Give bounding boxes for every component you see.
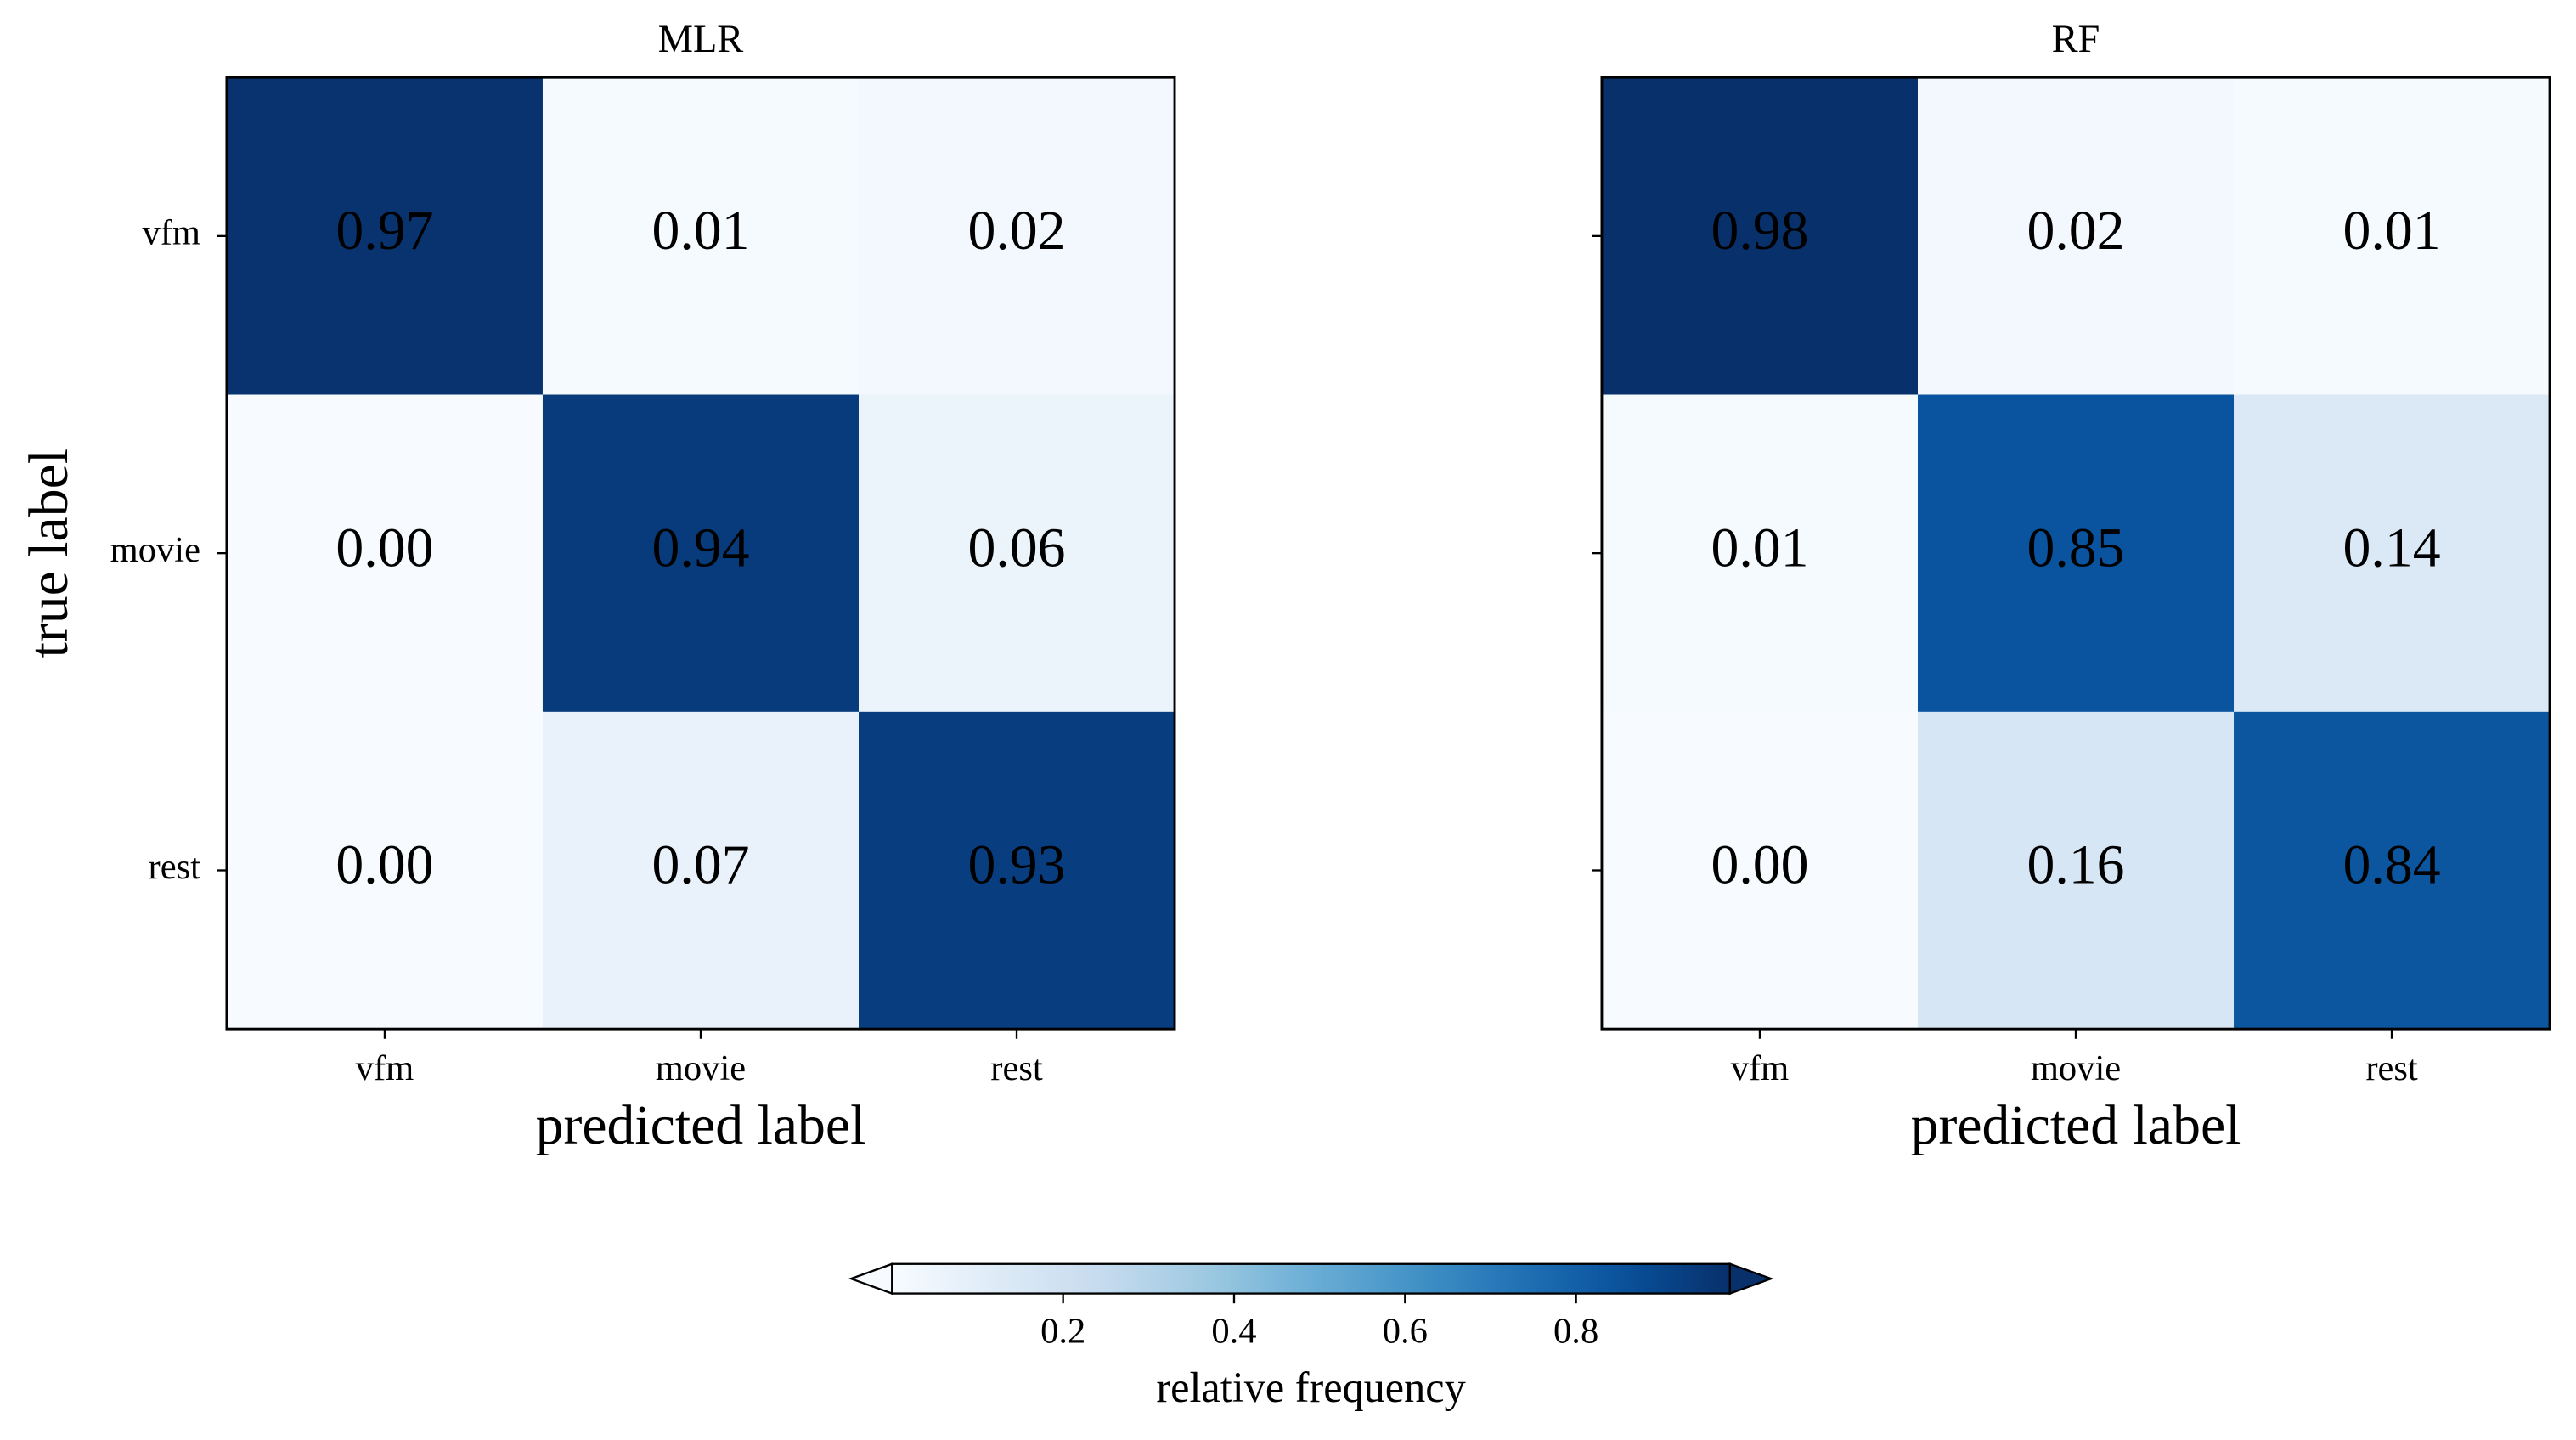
y-axis-label: true label [18, 449, 80, 658]
colorbar-label: relative frequency [1156, 1364, 1465, 1411]
heatmap-cell [859, 394, 1175, 713]
cell-label: 0.00 [335, 834, 433, 896]
cell-label: 0.85 [2026, 517, 2124, 579]
cell-label: 0.01 [1711, 517, 1808, 579]
chart-title: RF [2052, 18, 2100, 61]
x-tick-label: vfm [356, 1048, 414, 1088]
heatmap-cell [226, 77, 544, 396]
cell-label: 0.94 [651, 517, 749, 579]
colorbar-tick-label: 0.2 [1040, 1312, 1085, 1352]
colorbar-extend-max [1728, 1262, 1774, 1296]
x-tick-label: vfm [1731, 1048, 1790, 1088]
x-axis-label: predicted label [1911, 1094, 2241, 1156]
x-axis-label: predicted label [536, 1094, 866, 1156]
cell-label: 0.01 [651, 200, 749, 262]
cell-label: 0.14 [2343, 517, 2441, 579]
cell-label: 0.84 [2343, 834, 2441, 896]
heatmap-cell [1917, 711, 2235, 1031]
y-tick-label: movie [110, 530, 200, 570]
cell-label: 0.97 [335, 200, 433, 262]
heatmap-cell [1601, 394, 1919, 713]
cell-label: 0.98 [1711, 200, 1808, 262]
heatmap-cell [1601, 711, 1919, 1031]
x-tick-label: movie [2031, 1048, 2121, 1088]
heatmap-cell [1917, 77, 2235, 396]
x-tick-label: rest [990, 1048, 1043, 1088]
heatmap-cell [542, 711, 860, 1031]
colorbar-tick-label: 0.8 [1553, 1312, 1598, 1352]
chart-title: MLR [658, 18, 744, 61]
heatmap-cell [226, 711, 544, 1031]
cell-label: 0.01 [2343, 200, 2441, 262]
cell-label: 0.00 [1711, 834, 1808, 896]
cell-label: 0.02 [967, 200, 1065, 262]
heatmap-cell [859, 77, 1175, 396]
cell-label: 0.16 [2026, 834, 2124, 896]
cell-label: 0.07 [651, 834, 749, 896]
colorbar-gradient [892, 1263, 1730, 1294]
cell-label: 0.93 [967, 834, 1065, 896]
cell-label: 0.00 [335, 517, 433, 579]
x-tick-label: movie [656, 1048, 746, 1088]
heatmap-cell [542, 394, 860, 713]
colorbar-frame [891, 1262, 1731, 1295]
cell-label: 0.06 [967, 517, 1065, 579]
colorbar-extend-min [848, 1262, 893, 1296]
colorbar-tick-label: 0.4 [1211, 1312, 1256, 1352]
x-tick-label: rest [2365, 1048, 2418, 1088]
heatmap-cell [542, 77, 860, 396]
y-tick-label: vfm [142, 213, 200, 253]
colorbar-tick-label: 0.6 [1383, 1312, 1428, 1352]
heatmap-cell [1917, 394, 2235, 713]
heatmap-cell [2234, 711, 2551, 1031]
heatmap-cell [2234, 77, 2551, 396]
heatmap-cell [226, 394, 544, 713]
cell-label: 0.02 [2026, 200, 2124, 262]
heatmap-cell [2234, 394, 2551, 713]
y-tick-label: rest [149, 847, 201, 887]
heatmap-cell [859, 711, 1175, 1031]
heatmap-cell [1601, 77, 1919, 396]
